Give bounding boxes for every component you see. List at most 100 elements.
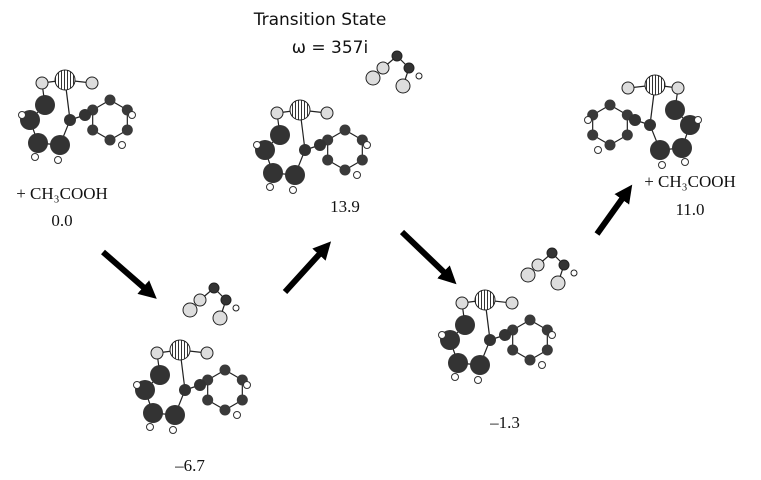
molecules [19, 51, 702, 434]
atom [525, 355, 536, 366]
atom [364, 142, 371, 149]
atom [499, 329, 511, 341]
atom [55, 157, 62, 164]
atom [201, 347, 213, 359]
atom [416, 73, 422, 79]
atom [143, 403, 163, 423]
atom [484, 334, 496, 346]
energy-label: –6.7 [174, 456, 205, 475]
atom [129, 112, 136, 119]
arrow [597, 192, 627, 234]
atom [547, 248, 557, 258]
arrows [103, 192, 627, 293]
atom [456, 297, 468, 309]
atom [254, 142, 261, 149]
atom [396, 79, 410, 93]
atom [220, 365, 231, 376]
arrow [402, 232, 450, 278]
atom [695, 117, 702, 124]
atom [151, 347, 163, 359]
atom [682, 159, 689, 166]
atom [672, 82, 684, 94]
atom [233, 305, 239, 311]
atom [147, 424, 154, 431]
atom [270, 125, 290, 145]
diagram: Transition State ω = 357i + CH₃COOH 0.0 … [0, 0, 761, 480]
atom [234, 412, 241, 419]
atom [629, 114, 641, 126]
atom [551, 276, 565, 290]
atom [87, 125, 98, 136]
atom [475, 290, 495, 310]
atom [542, 345, 553, 356]
atom [119, 142, 126, 149]
atom [220, 405, 231, 416]
atom [165, 405, 185, 425]
atom [50, 135, 70, 155]
atom [32, 154, 39, 161]
energy-label: 11.0 [675, 200, 704, 219]
atom [183, 303, 197, 317]
atom [392, 51, 402, 61]
atom [585, 117, 592, 124]
atom [340, 165, 351, 176]
atom [299, 144, 311, 156]
atom [263, 163, 283, 183]
atom [28, 133, 48, 153]
atom [622, 130, 633, 141]
atom [267, 184, 274, 191]
atom [55, 70, 75, 90]
atom [377, 62, 389, 74]
arrow [285, 248, 325, 292]
atom [150, 365, 170, 385]
reagent-label: + CH₃COOH [644, 172, 736, 191]
atom [549, 332, 556, 339]
atom [452, 374, 459, 381]
atom [659, 162, 666, 169]
atom [79, 109, 91, 121]
frequency: ω = 357i [292, 38, 368, 58]
atom [525, 315, 536, 326]
atom [271, 107, 283, 119]
atom [539, 362, 546, 369]
atom [672, 138, 692, 158]
atom [404, 63, 414, 73]
atom [340, 125, 351, 136]
atom [470, 355, 490, 375]
atom [122, 125, 133, 136]
atom [605, 140, 616, 151]
atom [321, 107, 333, 119]
atom [285, 165, 305, 185]
atom [244, 382, 251, 389]
atom [439, 332, 446, 339]
atom [194, 379, 206, 391]
atom [213, 311, 227, 325]
atom [105, 135, 116, 146]
atom [209, 283, 219, 293]
atom [105, 95, 116, 106]
atom [322, 155, 333, 166]
atom [357, 155, 368, 166]
atom [521, 268, 535, 282]
atom [532, 259, 544, 271]
arrow [103, 252, 150, 293]
atom [448, 353, 468, 373]
atom [366, 71, 380, 85]
atom [455, 315, 475, 335]
atom [19, 112, 26, 119]
atom [475, 377, 482, 384]
atom [290, 100, 310, 120]
atom [36, 77, 48, 89]
atom [559, 260, 569, 270]
atom [221, 295, 231, 305]
atom [650, 140, 670, 160]
energy-label: 0.0 [51, 211, 72, 230]
title: Transition State [253, 10, 387, 30]
atom [202, 395, 213, 406]
atom [587, 130, 598, 141]
energy-label: 13.9 [330, 197, 360, 216]
atom [665, 100, 685, 120]
atom [644, 119, 656, 131]
atom [179, 384, 191, 396]
atom [237, 395, 248, 406]
